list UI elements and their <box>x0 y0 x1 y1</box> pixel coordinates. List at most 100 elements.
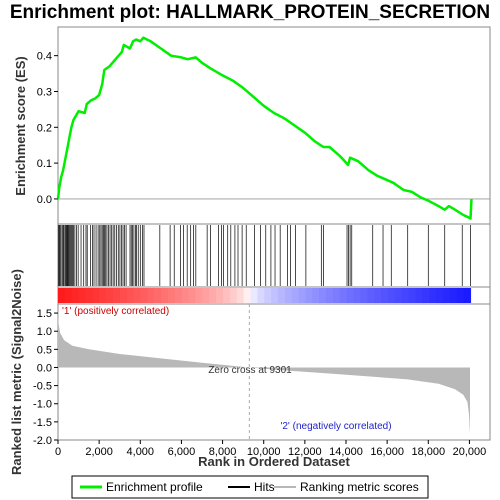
rank-color-cell <box>326 288 334 303</box>
es-tick-label: 0.3 <box>37 86 52 98</box>
rank-color-cell <box>456 288 465 303</box>
legend-profile-label: Enrichment profile <box>106 480 203 494</box>
rank-color-cell <box>449 288 458 303</box>
zero-cross-label: Zero cross at 9301 <box>208 365 292 376</box>
chart-title: Enrichment plot: HALLMARK_PROTEIN_SECRET… <box>10 2 490 23</box>
rank-color-cell <box>64 288 73 303</box>
rank-color-cell <box>92 288 100 303</box>
rank-color-cell <box>119 288 128 303</box>
legend-hits-label: Hits <box>254 480 275 494</box>
legend-metric-label: Ranking metric scores <box>300 480 419 494</box>
metric-panel: 1.5 1.0 0.5 0.0 -0.5 -1.0 -1.5 -2.0 '1' (positi… <box>33 303 491 447</box>
rank-color-cell <box>264 288 272 303</box>
x-tick-label: 2,000 <box>85 446 113 458</box>
rank-color-cell <box>140 288 148 303</box>
rank-color-cell <box>99 288 107 303</box>
positive-correlation-label: '1' (positively correlated) <box>62 306 169 317</box>
rank-color-cell <box>360 288 368 303</box>
rank-color-cell <box>319 288 327 303</box>
rank-color-cell <box>284 288 293 303</box>
x-tick-label: 14,000 <box>329 446 363 458</box>
rank-color-cell <box>305 288 313 303</box>
metric-tick-label: 0.5 <box>37 344 52 356</box>
x-tick-label: 12,000 <box>288 446 322 458</box>
rank-color-cell <box>387 288 396 303</box>
rank-color-cell <box>106 288 114 303</box>
rank-color-cell <box>381 288 389 303</box>
es-tick-label: 0.2 <box>37 122 52 134</box>
rank-color-cell <box>277 288 286 303</box>
es-plot-frame <box>57 26 491 225</box>
rank-color-cell <box>216 288 224 303</box>
rank-color-cell <box>126 288 135 303</box>
rank-color-cell <box>250 288 258 303</box>
rank-color-cell <box>112 288 121 303</box>
rank-color-cell <box>78 288 87 303</box>
rank-color-cell <box>154 288 162 303</box>
metric-y-ticks: 1.5 1.0 0.5 0.0 -0.5 -1.0 -1.5 -2.0 <box>33 308 58 447</box>
rank-color-cell <box>71 288 80 303</box>
rank-color-cell <box>188 288 197 303</box>
metric-tick-label: -1.5 <box>33 417 52 429</box>
rank-color-cell <box>85 288 93 303</box>
x-tick-label: 18,000 <box>411 446 445 458</box>
es-tick-label: 0.0 <box>37 194 52 206</box>
rank-color-cell <box>195 288 203 303</box>
rank-color-cell <box>291 288 300 303</box>
rank-color-cell <box>436 288 444 303</box>
rank-color-cell <box>229 288 238 303</box>
rank-color-cell <box>415 288 423 303</box>
x-tick-label: 16,000 <box>370 446 404 458</box>
rank-color-cell <box>463 288 472 303</box>
hit-markers <box>58 225 471 286</box>
rank-color-cell <box>147 288 155 303</box>
x-tick-label: 4,000 <box>127 446 155 458</box>
hits-panel <box>57 223 491 288</box>
es-y-ticks: 0.0 0.1 0.2 0.3 0.4 <box>37 51 58 206</box>
rank-color-cell <box>161 288 169 303</box>
rank-color-cell <box>401 288 410 303</box>
x-tick-label: 10,000 <box>247 446 281 458</box>
rank-color-cell <box>174 288 183 303</box>
metric-tick-label: -0.5 <box>33 381 52 393</box>
es-panel: 0.0 0.1 0.2 0.3 0.4 <box>37 26 491 225</box>
rank-color-cell <box>271 288 279 303</box>
rank-color-cell <box>133 288 142 303</box>
es-tick-label: 0.4 <box>37 51 52 63</box>
metric-tick-label: 0.0 <box>37 362 52 374</box>
x-tick-label: 0 <box>55 446 61 458</box>
rank-color-cell <box>257 288 265 303</box>
enrichment-profile-line <box>56 36 473 220</box>
rank-color-bar <box>58 288 472 303</box>
metric-tick-label: 1.5 <box>37 308 52 320</box>
metric-tick-label: -2.0 <box>33 435 52 447</box>
rank-color-cell <box>442 288 451 303</box>
x-tick-label: 20,000 <box>453 446 487 458</box>
rank-color-cell <box>298 288 307 303</box>
negative-correlation-label: '2' (negatively correlated) <box>280 421 391 432</box>
rank-color-cell <box>353 288 362 303</box>
rank-color-cell <box>374 288 382 303</box>
rank-color-cell <box>167 288 176 303</box>
rank-color-cell <box>202 288 210 303</box>
metric-tick-label: 1.0 <box>37 326 52 338</box>
rank-color-cell <box>394 288 403 303</box>
rank-color-cell <box>429 288 437 303</box>
es-tick-label: 0.1 <box>37 158 52 170</box>
rank-color-cell <box>408 288 417 303</box>
ranking-metric-area <box>58 305 470 435</box>
x-axis-ticks: 0 2,000 4,000 6,000 8,000 10,000 12,000 14,000 1… <box>55 440 486 458</box>
rank-color-cell <box>209 288 217 303</box>
rank-color-cell <box>339 288 348 303</box>
rank-color-cell <box>181 288 190 303</box>
legend: Enrichment profile Hits Ranking metric s… <box>71 475 429 499</box>
rank-color-cell <box>236 288 245 303</box>
rank-color-cell <box>243 288 252 303</box>
rank-heatmap-panel <box>57 286 491 305</box>
es-y-axis-title: Enrichment score (ES) <box>13 56 28 195</box>
rank-color-cell <box>58 288 66 303</box>
rank-color-cell <box>422 288 430 303</box>
x-axis-title: Rank in Ordered Dataset <box>198 454 350 469</box>
rank-color-cell <box>222 288 231 303</box>
rank-color-cell <box>312 288 320 303</box>
